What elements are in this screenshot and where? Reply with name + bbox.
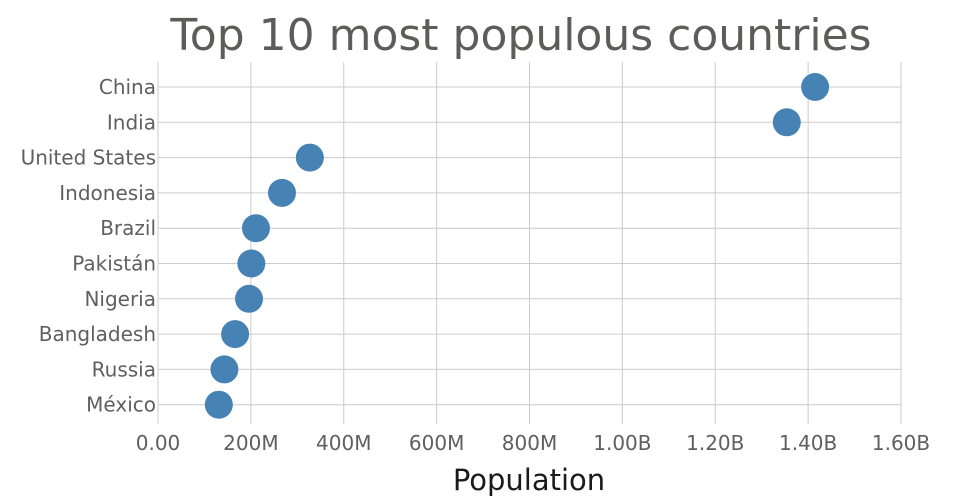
y-tick-label: China — [99, 75, 156, 99]
y-tick-label: United States — [21, 146, 156, 170]
y-tick-labels: China India United States Indonesia Brazil Pa… — [21, 75, 156, 417]
data-point[interactable] — [267, 178, 296, 207]
data-points — [204, 73, 830, 419]
x-axis-label: Population — [453, 463, 605, 497]
y-tick-label: Nigeria — [84, 287, 156, 311]
y-tick-label: Bangladesh — [39, 322, 156, 346]
x-tick-label: 1.40B — [779, 431, 837, 455]
x-tick-label: 600M — [409, 431, 464, 455]
data-point[interactable] — [241, 214, 270, 243]
data-point[interactable] — [204, 390, 233, 419]
x-tick-label: 1.20B — [686, 431, 744, 455]
y-tick-label: Pakistán — [72, 252, 156, 276]
x-tick-label: 0.00 — [136, 431, 181, 455]
x-tick-label: 200M — [223, 431, 278, 455]
data-point[interactable] — [237, 249, 266, 278]
x-tick-label: 800M — [502, 431, 557, 455]
y-tick-label: India — [107, 110, 156, 134]
y-tick-label: Indonesia — [59, 181, 156, 205]
data-point[interactable] — [221, 320, 250, 349]
grid-lines — [157, 62, 902, 424]
x-tick-label: 400M — [316, 431, 371, 455]
y-tick-label: México — [86, 393, 156, 417]
data-point[interactable] — [210, 355, 239, 384]
data-point[interactable] — [295, 143, 324, 172]
y-tick-label: Brazil — [100, 216, 156, 240]
y-tick-label: Russia — [92, 357, 156, 381]
x-tick-label: 1.00B — [593, 431, 651, 455]
chart-title: Top 10 most populous countries — [169, 10, 871, 61]
x-tick-label: 1.60B — [872, 431, 930, 455]
data-point[interactable] — [801, 73, 830, 101]
data-point[interactable] — [772, 108, 801, 137]
x-tick-labels: 0.00 200M 400M 600M 800M 1.00B 1.20B 1.40B 1.60B — [136, 431, 930, 455]
data-point[interactable] — [235, 284, 264, 313]
